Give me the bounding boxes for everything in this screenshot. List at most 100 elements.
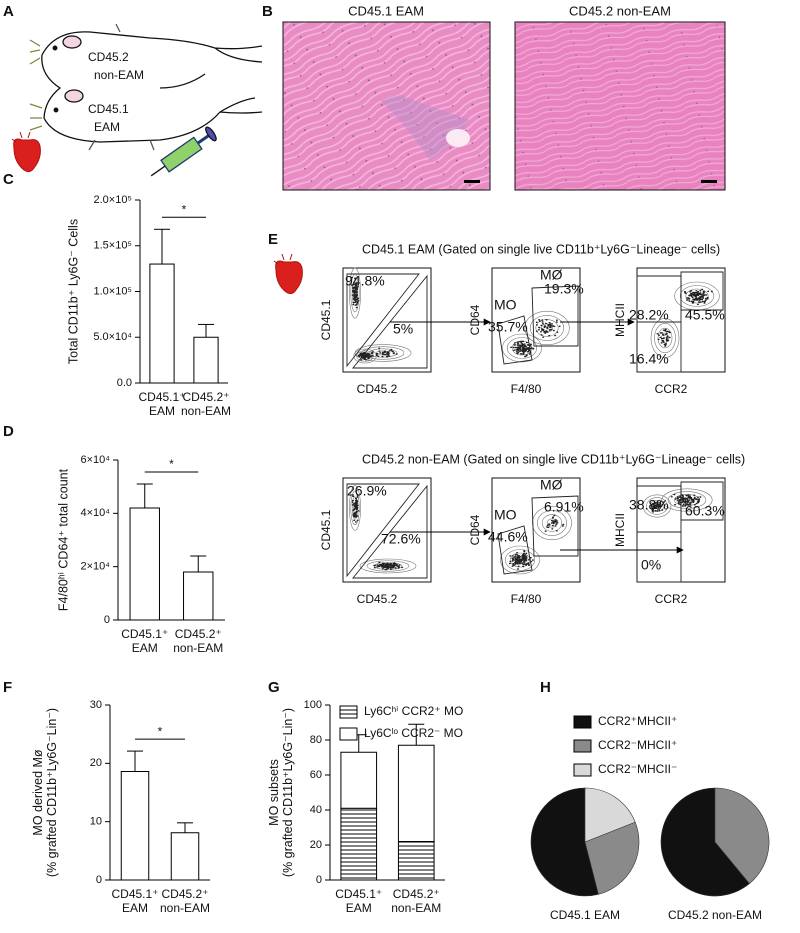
legend-swatch: [573, 763, 592, 777]
contour: [353, 348, 377, 364]
y-axis-label: MHCII: [613, 513, 627, 547]
x-axis-label: F4/80: [511, 382, 542, 396]
y-tick-label: 5.0×10⁴: [93, 331, 132, 343]
gate-label: 38.8%: [629, 497, 669, 513]
gate-label: 0%: [641, 557, 661, 573]
y-axis-label: CD64: [468, 514, 482, 545]
gate-label: 5%: [393, 321, 413, 337]
bar-segment: [397, 744, 435, 842]
bar-segment: [340, 751, 378, 809]
gate-label: 28.2%: [629, 307, 669, 323]
contour: [685, 288, 709, 304]
contour: [529, 315, 565, 341]
gate: [636, 321, 682, 373]
contour: [504, 549, 535, 571]
x-axis-label: CD45.2: [357, 592, 398, 606]
contour: [502, 333, 542, 363]
mouse-label: CD45.2: [88, 50, 129, 64]
bar: [149, 263, 175, 384]
contour: [375, 350, 391, 356]
bar-segment: [340, 807, 378, 881]
gate-label: 94.8%: [345, 273, 385, 289]
plot-frame: [491, 267, 581, 373]
gate: [346, 273, 420, 368]
panel-label: A: [3, 3, 14, 20]
y-axis-label: Total CD11b⁺ Ly6G⁻ Cells: [66, 219, 80, 364]
gate-label: 35.7%: [488, 319, 528, 335]
contour: [541, 514, 563, 532]
gate: [346, 483, 420, 578]
y-tick-label: 30: [90, 699, 102, 711]
contour: [350, 490, 360, 526]
y-tick-label: 2.0×10⁵: [93, 194, 132, 206]
x-tick-label: CD45.2⁺ non-EAM: [173, 627, 223, 655]
gate-label: MØ: [540, 267, 563, 283]
legend-swatch: [339, 727, 358, 741]
y-tick-label: 80: [310, 734, 322, 746]
x-axis-label: CCR2: [655, 382, 688, 396]
events: [510, 319, 561, 358]
panel-label: B: [262, 3, 273, 20]
gate-label: 26.9%: [347, 483, 387, 499]
y-axis-label: MO derived Mø(% grafted CD11b⁺Ly6G⁻Lin⁻): [31, 708, 59, 877]
gate-label: 60.3%: [685, 503, 725, 519]
bar: [170, 832, 200, 881]
histology-image: [514, 21, 726, 191]
x-tick-label: CD45.1⁺ EAM: [138, 390, 185, 418]
bar: [193, 336, 219, 384]
contour: [650, 318, 680, 358]
gate: [497, 315, 533, 365]
pie-title: CD45.1 EAM: [550, 908, 620, 922]
legend-swatch: [573, 739, 592, 753]
vessel: [446, 129, 470, 147]
y-axis-label: MO subsets(% grafted CD11b⁺Ly6G⁻Lin⁻): [267, 708, 295, 877]
pie-slice: [584, 821, 640, 895]
events: [508, 514, 565, 570]
legend-label: Ly6Cˡᵒ CCR2⁻ MO: [364, 726, 463, 740]
x-tick-label: CD45.2⁺ non-EAM: [391, 887, 441, 915]
legend-label: CCR2⁻MHCII⁻: [598, 762, 677, 776]
contour: [532, 505, 572, 541]
pie-slice: [714, 787, 770, 885]
heart-icon: [273, 253, 303, 295]
x-tick-label: CD45.2⁺ non-EAM: [160, 887, 210, 915]
x-axis-label: CD45.2: [357, 382, 398, 396]
y-tick-label: 40: [310, 804, 322, 816]
legend-label: Ly6Cʰⁱ CCR2⁺ MO: [364, 704, 463, 718]
image-title: CD45.1 EAM: [348, 3, 424, 18]
events: [351, 495, 404, 571]
contour: [349, 485, 361, 531]
contour: [654, 322, 676, 353]
legend-label: CCR2⁺MHCII⁺: [598, 714, 677, 728]
pie-slice: [584, 787, 636, 843]
y-tick-label: 100: [304, 699, 322, 711]
significance-mark: *: [169, 457, 174, 471]
gating-title: CD45.2 non-EAM (Gated on single live CD1…: [362, 452, 745, 466]
panel-label: F: [3, 679, 12, 696]
y-tick-label: 0.0: [117, 377, 132, 389]
bar: [183, 571, 214, 621]
image-title: CD45.2 non-EAM: [569, 3, 671, 18]
mouse-label: CD45.1: [88, 102, 129, 116]
x-tick-label: CD45.1⁺ EAM: [121, 627, 168, 655]
contour: [349, 267, 361, 319]
gate-label: MØ: [540, 477, 563, 493]
contour: [506, 337, 537, 359]
bar-segment: [397, 841, 435, 881]
scale-bar: [464, 180, 480, 183]
y-axis-label: CD64: [468, 304, 482, 335]
x-tick-label: CD45.1⁺ EAM: [111, 887, 158, 915]
gate-label: 45.5%: [685, 307, 725, 323]
y-tick-label: 20: [90, 757, 102, 769]
infiltrate: [380, 95, 470, 160]
gate: [680, 481, 724, 521]
panel-label: H: [540, 679, 551, 696]
scale-bar: [701, 180, 717, 183]
gate-label: 6.91%: [544, 499, 584, 515]
pie-title: CD45.2 non-EAM: [668, 908, 762, 922]
parabiosis-schematic: [29, 23, 263, 177]
y-tick-label: 0: [316, 874, 322, 886]
contour: [536, 510, 567, 536]
gate-label: MO: [494, 507, 517, 523]
